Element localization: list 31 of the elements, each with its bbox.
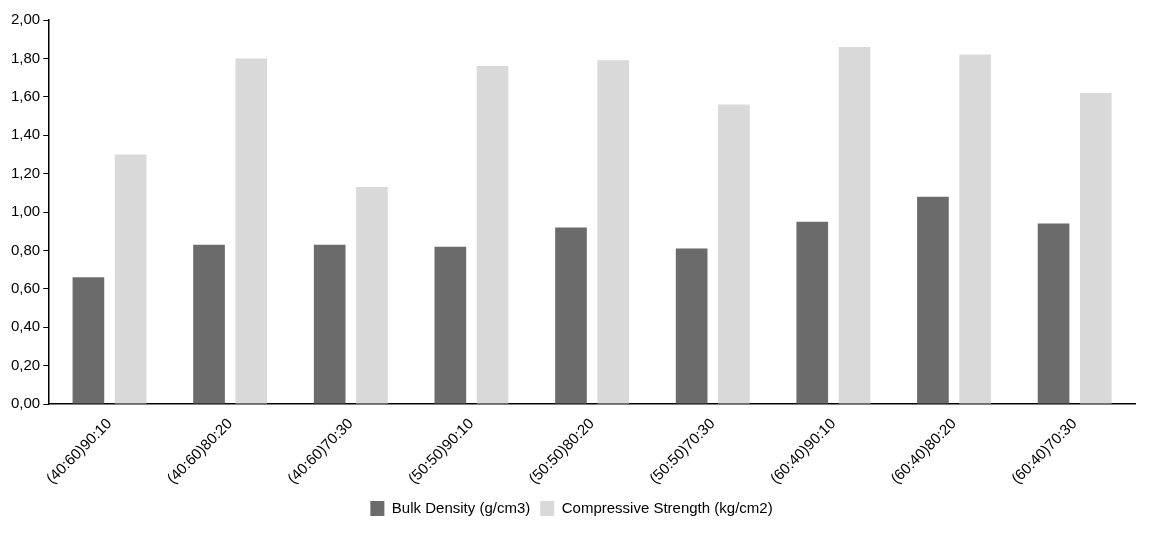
bar (72, 277, 105, 404)
bar (356, 187, 388, 404)
bar (434, 246, 467, 404)
bar (555, 227, 587, 404)
bar (1079, 92, 1112, 404)
y-tick-label: 1,00 (10, 202, 41, 220)
bar (597, 60, 630, 404)
y-tick-label: 1,80 (10, 48, 41, 66)
y-tick-label: 2,00 (10, 10, 41, 28)
y-tick-label: 0,40 (10, 317, 41, 335)
legend-label: Compressive Strength (kg/cm2) (561, 498, 773, 516)
bar (114, 154, 147, 404)
bar (959, 54, 991, 404)
bar (917, 196, 949, 404)
legend-label: Bulk Density (g/cm3) (391, 498, 531, 516)
y-tick-label: 0,60 (10, 279, 41, 297)
bar (796, 221, 829, 404)
bar (1037, 223, 1070, 404)
bar (313, 244, 346, 404)
y-tick-label: 0,20 (10, 355, 41, 373)
y-tick-label: 1,40 (10, 125, 41, 143)
bar (838, 46, 871, 404)
bar (718, 104, 750, 404)
bar (235, 58, 268, 404)
bar (675, 248, 708, 404)
y-tick-label: 1,60 (10, 86, 41, 104)
bar (193, 244, 225, 404)
bar (476, 66, 509, 404)
y-tick-label: 0,00 (10, 394, 41, 412)
y-tick-label: 1,20 (10, 163, 41, 181)
y-tick-label: 0,80 (10, 240, 41, 258)
